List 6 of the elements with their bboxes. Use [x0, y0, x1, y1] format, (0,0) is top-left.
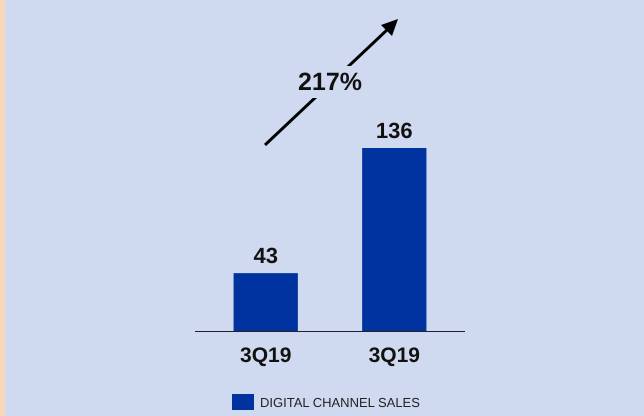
legend-label: DIGITAL CHANNEL SALES	[260, 395, 420, 410]
data-label: 43	[253, 243, 278, 268]
x-tick-label: 3Q19	[368, 344, 420, 367]
data-label: 136	[376, 118, 413, 143]
x-tick-label: 3Q19	[240, 344, 292, 367]
text: 217%	[298, 68, 362, 96]
